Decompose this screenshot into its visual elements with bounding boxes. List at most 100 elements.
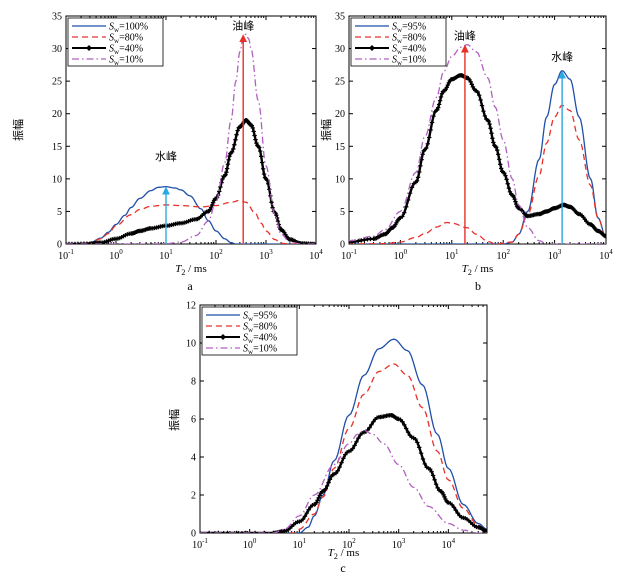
series-marker (469, 82, 474, 87)
panel-letter: c (340, 561, 345, 575)
legend-label-rest: =40% (253, 333, 277, 344)
series-marker (403, 426, 409, 431)
legend-label-sub: w (114, 26, 120, 34)
series-marker (407, 190, 413, 196)
series-marker (488, 126, 493, 131)
series-marker (371, 419, 376, 424)
series-marker (226, 157, 231, 163)
series-group (349, 44, 606, 244)
x-tick-exponent: 2 (352, 537, 356, 545)
x-axis-label: T2 / ms (328, 547, 360, 561)
legend-label: Sw=40% (109, 44, 143, 57)
legend-label-rest: =10% (402, 55, 426, 66)
legend-label-main: S (243, 322, 248, 333)
series-marker (415, 440, 420, 445)
legend-label-sub: w (114, 48, 120, 56)
series-marker (234, 530, 239, 533)
legend-label-rest: =95% (253, 311, 277, 322)
legend-label-rest: =80% (402, 33, 426, 44)
x-tick-base: 10 (192, 540, 202, 551)
series-marker (316, 495, 321, 501)
series-marker (481, 108, 486, 114)
series-marker (352, 443, 357, 448)
series-marker (232, 142, 237, 147)
y-tick-label: 2 (191, 491, 196, 502)
x-axis-label: T2 / ms (462, 263, 494, 277)
legend-label-rest: =100% (119, 22, 148, 33)
y-axis-label: 振幅 (319, 119, 333, 141)
legend-label-main: S (392, 33, 397, 44)
x-tick-base: 10 (392, 540, 402, 551)
series-marker (223, 172, 228, 177)
series-marker (253, 137, 258, 142)
x-axis-label-unit: / ms (472, 263, 493, 275)
series-marker (489, 131, 494, 136)
series-marker (216, 530, 221, 533)
y-tick-label: 10 (186, 339, 196, 350)
legend: Sw=95%Sw=80%Sw=40%Sw=10% (350, 17, 447, 67)
legend-label-main: S (243, 344, 248, 355)
series-marker (337, 464, 342, 470)
series-marker (420, 152, 425, 157)
legend-label-rest: =10% (119, 55, 143, 66)
series-marker (224, 166, 230, 171)
x-axis-label-main: T (175, 263, 182, 275)
series-marker (235, 128, 240, 133)
y-tick-label: 35 (52, 12, 62, 23)
legend-label-main: S (392, 22, 397, 33)
series-marker (315, 498, 320, 503)
x-tick-label: 102 (209, 248, 223, 262)
series-marker (234, 132, 239, 137)
series-marker (409, 185, 415, 190)
series-marker (405, 429, 411, 435)
series-marker (355, 238, 361, 244)
series-group (66, 33, 316, 244)
series-marker (341, 456, 346, 461)
series-marker (418, 163, 423, 169)
series-marker (490, 136, 495, 141)
series-marker (326, 480, 331, 485)
series-marker (455, 510, 460, 516)
series-marker (209, 202, 215, 208)
series-marker (502, 171, 507, 176)
x-tick-exponent: 4 (452, 537, 456, 545)
y-tick-label: 6 (191, 415, 196, 426)
series-marker (422, 461, 428, 467)
series-marker (431, 113, 436, 119)
series-marker (475, 89, 480, 95)
peak-label: 油峰 (454, 28, 476, 42)
x-tick-exponent: 3 (558, 248, 562, 256)
x-tick-exponent: -1 (351, 248, 357, 256)
series-line-sw-95- (200, 338, 487, 533)
x-tick-exponent: 1 (455, 248, 459, 256)
legend-label-sub: w (397, 26, 403, 34)
series-marker (482, 113, 488, 119)
legend-label-main: S (243, 311, 248, 322)
y-tick-label: 30 (52, 44, 62, 55)
series-marker (438, 94, 444, 100)
series-marker (324, 483, 330, 489)
series-marker (499, 166, 504, 171)
x-tick-label: 103 (392, 537, 406, 551)
y-tick-label: 0 (57, 240, 62, 251)
legend-label-sub: w (248, 337, 254, 345)
y-tick-label: 35 (335, 12, 345, 23)
legend-label-sub: w (114, 59, 120, 67)
series-marker (225, 162, 231, 167)
x-tick-label: 104 (309, 248, 323, 262)
series-marker (274, 213, 279, 218)
peak-label: 水峰 (155, 150, 177, 163)
x-axis-label: T2 / ms (175, 263, 207, 277)
y-axis-label: 振幅 (167, 409, 181, 431)
series-marker (511, 194, 517, 200)
series-marker (413, 436, 418, 442)
series-marker (415, 175, 421, 180)
legend-label: Sw=10% (243, 344, 277, 357)
x-tick-label: 10-1 (341, 248, 357, 262)
x-tick-exponent: 2 (506, 248, 510, 256)
x-tick-label: 10-1 (58, 248, 74, 262)
series-marker (430, 473, 436, 478)
legend: Sw=100%Sw=80%Sw=40%Sw=10% (67, 17, 164, 67)
